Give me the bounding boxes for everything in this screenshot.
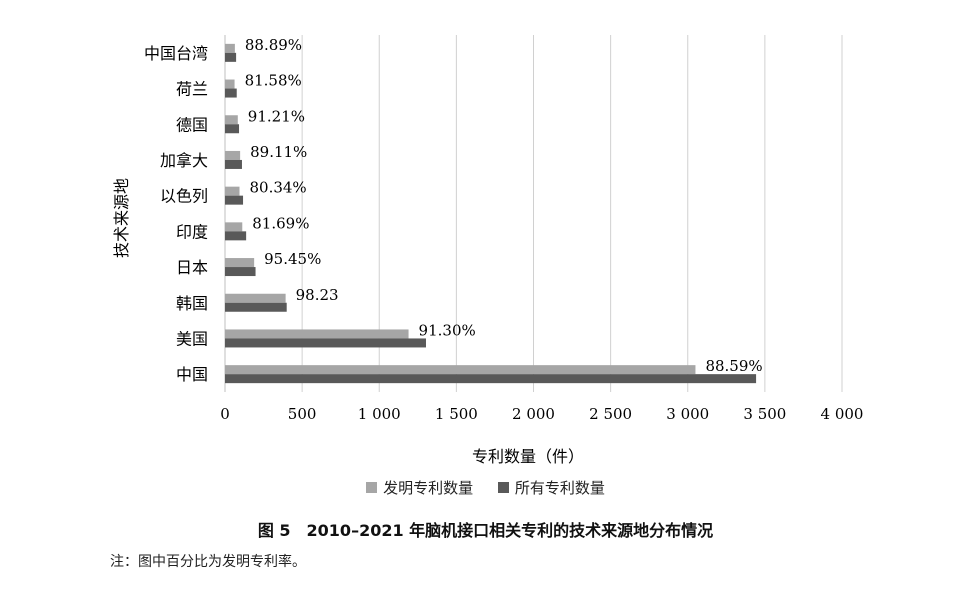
y-axis-title: 技术来源地: [112, 178, 131, 258]
bar-all: [225, 159, 242, 169]
x-tick-label: 3 500: [743, 405, 786, 423]
data-label: 89.11%: [250, 143, 307, 161]
bar-all: [225, 231, 247, 241]
bars: [225, 43, 757, 384]
bar-all: [225, 374, 757, 384]
x-axis-title: 专利数量（件）: [472, 447, 584, 466]
y-tick-label: 德国: [176, 115, 208, 134]
legend-label-all: 所有专利数量: [514, 479, 605, 497]
x-tick-label: 2 500: [589, 405, 632, 423]
bar-invention: [225, 258, 255, 268]
bar-invention: [225, 186, 240, 196]
data-label: 88.59%: [705, 357, 762, 375]
bar-invention: [225, 365, 696, 375]
y-tick-label: 中国: [176, 365, 208, 384]
x-tick-label: 0: [220, 405, 230, 423]
legend: 发明专利数量 所有专利数量: [0, 477, 971, 498]
legend-swatch-invention: [366, 482, 378, 493]
bar-all: [225, 52, 237, 62]
y-tick-label: 中国台湾: [144, 44, 208, 63]
x-tick-label: 500: [288, 405, 317, 423]
y-tick-label: 美国: [176, 329, 208, 348]
legend-item-all: 所有专利数量: [497, 477, 605, 498]
figure-caption: 图 5 2010–2021 年脑机接口相关专利的技术来源地分布情况: [257, 521, 714, 540]
data-label: 95.45%: [264, 250, 321, 268]
bar-invention: [225, 329, 409, 339]
data-labels: 88.89% 81.58% 91.21% 89.11% 80.34% 81.69% 95.4…: [245, 36, 763, 375]
legend-label-invention: 发明专利数量: [383, 479, 474, 497]
bar-invention: [225, 43, 235, 53]
bar-all: [225, 124, 240, 134]
data-label: 81.58%: [245, 72, 302, 90]
y-tick-label: 印度: [176, 222, 208, 241]
grid-lines: [224, 35, 843, 392]
bar-all: [225, 302, 287, 312]
y-tick-label: 日本: [176, 258, 208, 277]
bar-invention: [225, 115, 238, 125]
x-tick-labels: 0 500 1 000 1 500 2 000 2 500 3 000 3 500 4 000: [220, 405, 863, 423]
bar-all: [225, 338, 426, 348]
legend-swatch-all: [497, 482, 509, 493]
x-tick-label: 1 000: [358, 405, 401, 423]
data-label: 91.30%: [419, 321, 476, 339]
data-label: 88.89%: [245, 36, 302, 54]
data-label: 80.34%: [249, 179, 306, 197]
y-tick-label: 加拿大: [160, 151, 208, 170]
bar-invention: [225, 150, 241, 160]
legend-item-invention: 发明专利数量: [366, 477, 473, 498]
bar-all: [225, 195, 244, 205]
bar-invention: [225, 293, 286, 303]
x-tick-label: 1 500: [435, 405, 478, 423]
y-tick-label: 荷兰: [176, 80, 208, 99]
y-tick-label: 以色列: [160, 187, 208, 206]
bar-invention: [225, 79, 235, 89]
x-tick-label: 2 000: [512, 405, 555, 423]
figure-note: 注：图中百分比为发明专利率。: [110, 554, 306, 570]
bar-all: [225, 267, 256, 277]
bar-invention: [225, 222, 243, 232]
data-label: 98.23: [296, 286, 339, 304]
data-label: 81.69%: [252, 214, 309, 232]
bar-all: [225, 88, 237, 98]
x-tick-label: 3 000: [666, 405, 709, 423]
y-tick-label: 韩国: [176, 294, 208, 313]
data-label: 91.21%: [248, 107, 305, 125]
x-tick-label: 4 000: [821, 405, 864, 423]
